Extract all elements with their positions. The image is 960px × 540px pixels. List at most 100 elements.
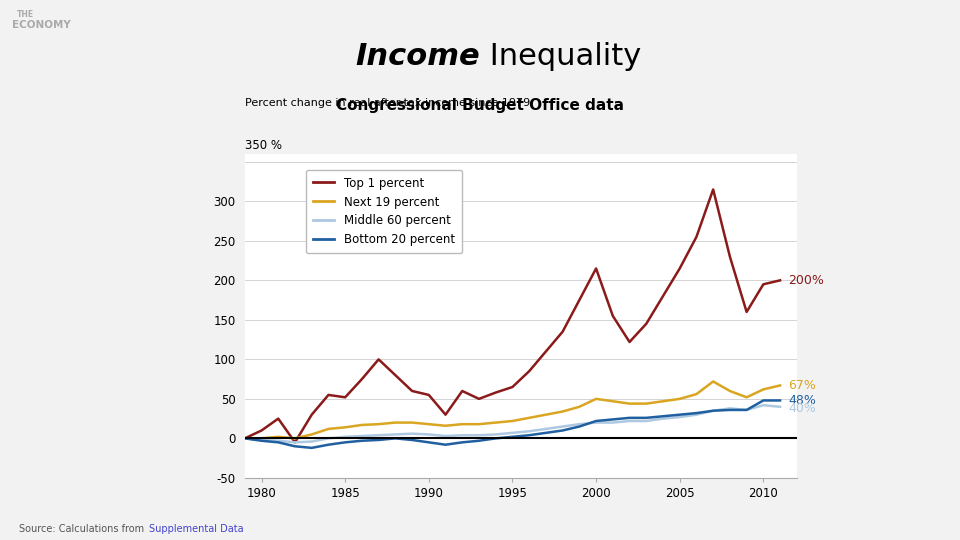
Next 19 percent	[323, 426, 334, 432]
Bottom 20 percent	[640, 415, 652, 421]
Top 1 percent	[390, 372, 401, 379]
Middle 60 percent	[624, 418, 636, 424]
Text: Supplemental Data: Supplemental Data	[149, 523, 244, 534]
Bottom 20 percent	[775, 397, 786, 404]
Top 1 percent	[323, 392, 334, 398]
Bottom 20 percent	[473, 437, 485, 444]
Top 1 percent	[440, 411, 451, 418]
Next 19 percent	[457, 421, 468, 427]
Top 1 percent	[640, 321, 652, 327]
Top 1 percent	[573, 297, 585, 303]
Middle 60 percent	[356, 433, 368, 439]
Bottom 20 percent	[523, 432, 535, 438]
Line: Top 1 percent: Top 1 percent	[245, 190, 780, 442]
Middle 60 percent	[273, 437, 284, 444]
Text: ECONOMY: ECONOMY	[12, 20, 70, 30]
Middle 60 percent	[775, 403, 786, 410]
Bottom 20 percent	[757, 397, 769, 404]
Middle 60 percent	[323, 435, 334, 442]
Top 1 percent	[523, 368, 535, 374]
Middle 60 percent	[490, 431, 501, 438]
Top 1 percent	[239, 435, 251, 442]
Middle 60 percent	[741, 407, 753, 413]
Top 1 percent	[356, 376, 368, 382]
Middle 60 percent	[507, 430, 518, 436]
Top 1 percent	[557, 328, 568, 335]
Bottom 20 percent	[323, 442, 334, 448]
Middle 60 percent	[757, 402, 769, 408]
Middle 60 percent	[390, 431, 401, 438]
Next 19 percent	[356, 422, 368, 428]
Bottom 20 percent	[573, 423, 585, 430]
Bottom 20 percent	[423, 439, 435, 446]
Next 19 percent	[573, 403, 585, 410]
Bottom 20 percent	[490, 435, 501, 442]
Middle 60 percent	[690, 411, 702, 418]
Middle 60 percent	[674, 414, 685, 420]
Text: 40%: 40%	[788, 402, 816, 415]
Next 19 percent	[473, 421, 485, 427]
Line: Next 19 percent: Next 19 percent	[245, 381, 780, 438]
Next 19 percent	[372, 421, 384, 427]
Middle 60 percent	[255, 437, 267, 443]
Top 1 percent	[340, 394, 351, 401]
Next 19 percent	[523, 415, 535, 421]
Bottom 20 percent	[239, 435, 251, 442]
Text: 350 %: 350 %	[245, 139, 282, 152]
Bottom 20 percent	[273, 439, 284, 446]
Top 1 percent	[490, 389, 501, 396]
Next 19 percent	[658, 398, 669, 404]
Line: Bottom 20 percent: Bottom 20 percent	[245, 401, 780, 448]
Next 19 percent	[289, 435, 300, 442]
Text: Source: Calculations from: Source: Calculations from	[19, 523, 148, 534]
Middle 60 percent	[724, 405, 735, 411]
Next 19 percent	[390, 420, 401, 426]
Text: Congressional Budget Office data: Congressional Budget Office data	[336, 98, 624, 113]
Next 19 percent	[255, 435, 267, 442]
Middle 60 percent	[708, 408, 719, 414]
Bottom 20 percent	[708, 408, 719, 414]
Next 19 percent	[557, 408, 568, 415]
Top 1 percent	[423, 392, 435, 398]
Bottom 20 percent	[340, 439, 351, 446]
Middle 60 percent	[423, 431, 435, 438]
Next 19 percent	[540, 411, 552, 418]
Next 19 percent	[775, 382, 786, 389]
Top 1 percent	[507, 384, 518, 390]
Bottom 20 percent	[624, 415, 636, 421]
Bottom 20 percent	[372, 437, 384, 443]
Text: Income: Income	[355, 42, 480, 71]
Bottom 20 percent	[607, 416, 618, 423]
Next 19 percent	[640, 400, 652, 407]
Top 1 percent	[273, 415, 284, 422]
Bottom 20 percent	[590, 418, 602, 424]
Top 1 percent	[540, 348, 552, 355]
Next 19 percent	[507, 418, 518, 424]
Top 1 percent	[674, 265, 685, 272]
Text: THE: THE	[17, 10, 35, 19]
Top 1 percent	[607, 313, 618, 319]
Middle 60 percent	[523, 428, 535, 435]
Middle 60 percent	[557, 423, 568, 430]
Top 1 percent	[741, 309, 753, 315]
Middle 60 percent	[473, 432, 485, 438]
Bottom 20 percent	[457, 439, 468, 446]
Bottom 20 percent	[724, 407, 735, 413]
Middle 60 percent	[340, 434, 351, 440]
Middle 60 percent	[590, 420, 602, 426]
Top 1 percent	[406, 388, 418, 394]
Top 1 percent	[289, 439, 300, 446]
Middle 60 percent	[306, 438, 318, 445]
Bottom 20 percent	[289, 443, 300, 449]
Middle 60 percent	[540, 426, 552, 432]
Line: Middle 60 percent: Middle 60 percent	[245, 405, 780, 442]
Text: 200%: 200%	[788, 274, 825, 287]
Middle 60 percent	[640, 418, 652, 424]
Next 19 percent	[624, 400, 636, 407]
Top 1 percent	[658, 293, 669, 299]
Next 19 percent	[724, 388, 735, 394]
Top 1 percent	[306, 411, 318, 418]
Middle 60 percent	[607, 420, 618, 426]
Next 19 percent	[490, 420, 501, 426]
Middle 60 percent	[658, 415, 669, 422]
